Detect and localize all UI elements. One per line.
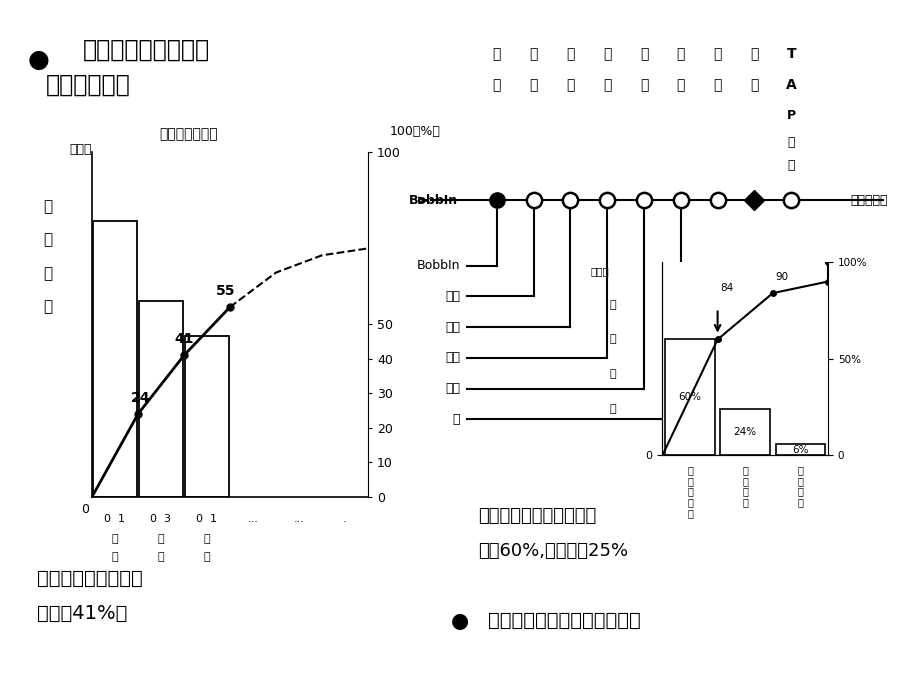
Text: 0  3: 0 3: [151, 514, 171, 524]
Text: A: A: [785, 78, 796, 92]
Text: 不良的41%。: 不良的41%。: [37, 604, 127, 623]
Text: 加: 加: [787, 137, 794, 149]
Bar: [775, 444, 824, 455]
Text: 「耐电压不良」占线圈不: 「耐电压不良」占线圈不: [478, 507, 596, 525]
Text: BobbIn: BobbIn: [408, 194, 457, 207]
Text: P: P: [786, 110, 795, 122]
Text: 鎖: 鎖: [639, 48, 648, 61]
Text: 圈: 圈: [157, 552, 165, 562]
Text: 緊: 緊: [639, 78, 648, 92]
Text: （個）: （個）: [589, 266, 608, 276]
Text: 額: 額: [43, 299, 52, 314]
Text: 檢: 檢: [749, 48, 758, 61]
Text: 耐
電
壓
不
良: 耐 電 壓 不 良: [686, 465, 692, 518]
Text: 41: 41: [175, 332, 194, 346]
Text: ...: ...: [293, 514, 304, 524]
Text: 6%: 6%: [791, 444, 808, 455]
Text: 捲: 捲: [492, 48, 501, 61]
Text: BobbIn: BobbIn: [416, 259, 460, 272]
Bar: [139, 302, 183, 497]
Text: 下一個工程: 下一個工程: [849, 194, 887, 207]
Text: 廢: 廢: [43, 199, 52, 215]
Text: 廢: 廢: [608, 299, 616, 310]
Text: 90: 90: [775, 272, 788, 282]
Text: 數: 數: [608, 404, 616, 414]
Text: 24: 24: [131, 391, 151, 405]
Text: 銅線: 銅線: [445, 290, 460, 303]
Text: 100（%）: 100（%）: [390, 125, 440, 138]
Text: ●: ●: [450, 611, 469, 631]
Text: 模
型
不
良: 模 型 不 良: [742, 465, 747, 507]
Text: 外殼: 外殼: [445, 382, 460, 395]
Text: 錫: 錫: [565, 78, 574, 92]
Text: 线圈不良占全体工程: 线圈不良占全体工程: [37, 569, 142, 589]
Text: 圈: 圈: [111, 552, 119, 562]
Text: 線: 線: [492, 78, 501, 92]
Text: 样的不良现象: 样的不良现象: [46, 72, 130, 97]
Text: 體: 體: [203, 552, 210, 562]
Text: .: .: [343, 514, 346, 524]
Text: 0  1: 0 1: [105, 514, 125, 524]
Text: 55: 55: [216, 284, 235, 298]
Text: T: T: [786, 48, 795, 61]
Text: 0  1: 0 1: [197, 514, 217, 524]
Text: 工: 工: [787, 159, 794, 172]
Text: 24%: 24%: [732, 427, 756, 437]
Text: 在制造现场发生什麽: 在制造现场发生什麽: [83, 38, 210, 62]
Text: 84: 84: [720, 283, 732, 293]
Text: 金: 金: [43, 266, 52, 281]
Text: 端子: 端子: [445, 351, 460, 364]
Text: 壓: 壓: [712, 48, 721, 61]
Text: 良的60%,占全体的25%: 良的60%,占全体的25%: [478, 542, 628, 560]
Text: 軛: 軛: [452, 413, 460, 426]
Text: 0: 0: [81, 502, 89, 515]
Text: 膠帶: 膠帶: [445, 321, 460, 334]
Text: 線: 線: [157, 533, 165, 544]
Text: 查: 查: [749, 78, 758, 92]
Text: 品: 品: [608, 335, 616, 344]
Text: 焊: 焊: [565, 48, 574, 61]
Text: （元）: （元）: [69, 143, 91, 156]
Text: 膠: 膠: [528, 78, 538, 92]
Text: 合: 合: [602, 78, 611, 92]
Bar: [185, 336, 229, 497]
Text: 本: 本: [203, 533, 210, 544]
Text: 印: 印: [675, 78, 685, 92]
Bar: [93, 221, 137, 497]
Text: 模: 模: [712, 78, 721, 92]
Text: 端
子
不
良: 端 子 不 良: [797, 465, 802, 507]
Text: 上: 上: [528, 48, 538, 61]
Text: 廢品金額柏拉圖: 廢品金額柏拉圖: [159, 128, 218, 141]
Text: 60%: 60%: [678, 393, 701, 402]
Text: 品: 品: [43, 233, 52, 248]
Text: 簇: 簇: [111, 533, 119, 544]
Text: ...: ...: [247, 514, 258, 524]
Text: 「为什麽」会发生线圈不良？: 「为什麽」会发生线圈不良？: [487, 611, 640, 630]
Bar: [664, 339, 714, 455]
Text: 組: 組: [602, 48, 611, 61]
Text: ●: ●: [28, 48, 50, 72]
Bar: [720, 409, 769, 455]
Text: 刻: 刻: [675, 48, 685, 61]
Text: 個: 個: [608, 369, 616, 380]
